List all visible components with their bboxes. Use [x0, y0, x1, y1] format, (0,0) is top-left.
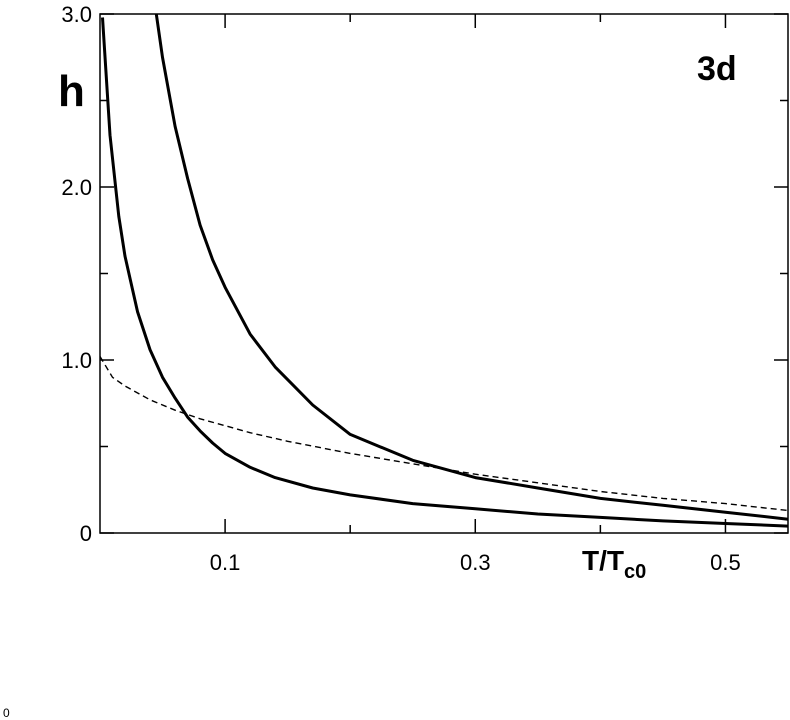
series-lines	[99, 13, 789, 528]
x-tick-label-1: 0.3	[460, 550, 491, 575]
x-axis-title: T/Tc0	[582, 545, 646, 583]
x-tick-label-0: 0.1	[210, 550, 241, 575]
y-tick-label-0: 0	[80, 521, 92, 546]
annotation-3d: 3d	[697, 50, 737, 88]
y-axis-title: h	[58, 67, 85, 116]
series-line-1	[154, 13, 789, 521]
tick-labels: 0.1 0.3 0.5 0 1.0 2.0 3.0	[61, 2, 740, 575]
series-line-0	[101, 17, 789, 528]
plot-frame	[99, 13, 789, 534]
x-axis-title-sub: c0	[624, 561, 646, 583]
y-tick-label-3: 3.0	[61, 2, 92, 27]
series-line-2	[99, 356, 789, 512]
axis-ticks	[100, 13, 788, 534]
y-tick-label-1: 1.0	[61, 348, 92, 373]
x-axis-title-main: T/T	[582, 545, 624, 576]
stray-glyph: 0	[3, 706, 10, 720]
x-tick-label-2: 0.5	[710, 550, 741, 575]
y-tick-label-2: 2.0	[61, 175, 92, 200]
